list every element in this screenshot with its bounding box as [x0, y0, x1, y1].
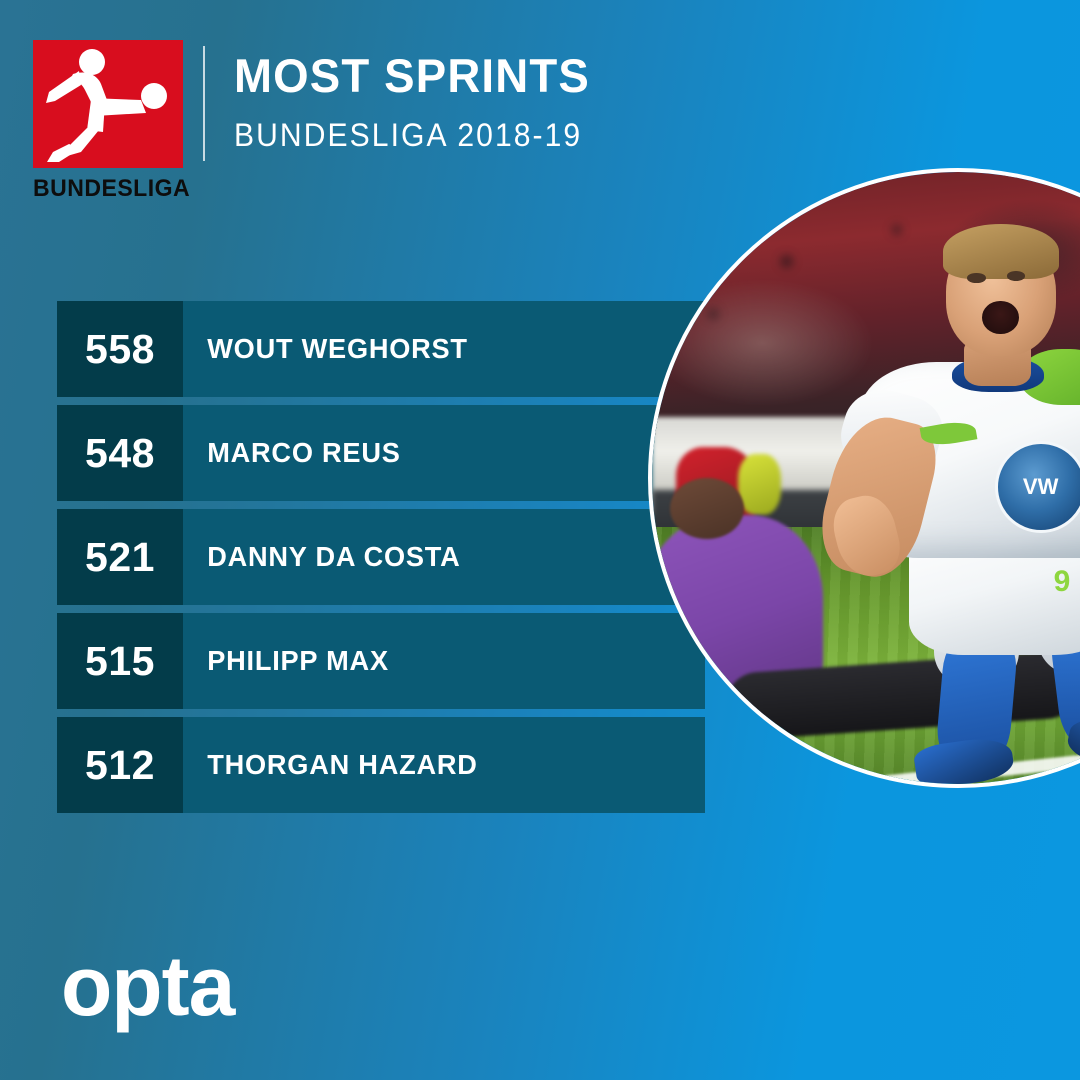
header-titles: MOST SPRINTS BUNDESLIGA 2018-19: [234, 40, 604, 151]
stat-value: 548: [57, 405, 183, 501]
player-eye-left: [967, 272, 986, 283]
table-row: 558 WOUT WEGHORST: [57, 301, 705, 397]
player-mouth: [982, 300, 1020, 335]
table-row: 521 DANNY DA COSTA: [57, 509, 705, 605]
player-name: PHILIPP MAX: [207, 645, 389, 676]
player-shirt-number: 9: [1053, 565, 1071, 599]
table-row: 515 PHILIPP MAX: [57, 613, 705, 709]
bundesliga-logo-block: BUNDESLIGA: [33, 40, 191, 203]
bundesliga-wordmark: BUNDESLIGA: [33, 175, 191, 202]
stat-value: 512: [57, 717, 183, 813]
player-name: THORGAN HAZARD: [207, 749, 478, 780]
stat-value: 521: [57, 509, 183, 605]
header: BUNDESLIGA MOST SPRINTS BUNDESLIGA 2018-…: [33, 40, 604, 203]
page-subtitle: BUNDESLIGA 2018-19: [234, 117, 583, 153]
player-name: WOUT WEGHORST: [207, 333, 468, 364]
stat-value: 558: [57, 301, 183, 397]
player-name: MARCO REUS: [207, 437, 401, 468]
player-photo: VW W 9: [648, 168, 1080, 788]
page-title: MOST SPRINTS: [234, 49, 590, 102]
player-eye-right: [1006, 271, 1026, 281]
background-keeper-head: [670, 478, 744, 540]
bundesliga-logo-icon: [33, 40, 183, 168]
opta-logo: opta: [61, 939, 235, 1033]
table-row: 512 THORGAN HAZARD: [57, 717, 705, 813]
volkswagen-sponsor-icon: VW: [994, 441, 1080, 534]
stat-value: 515: [57, 613, 183, 709]
background-player-yellow: [737, 453, 781, 515]
table-row: 548 MARCO REUS: [57, 405, 705, 501]
stats-bar-list: 558 WOUT WEGHORST 548 MARCO REUS 521 DAN…: [57, 301, 705, 813]
player-hair: [942, 224, 1059, 280]
header-divider: [203, 46, 205, 161]
player-name: DANNY DA COSTA: [207, 541, 461, 572]
player-photo-image: VW W 9: [652, 172, 1080, 784]
